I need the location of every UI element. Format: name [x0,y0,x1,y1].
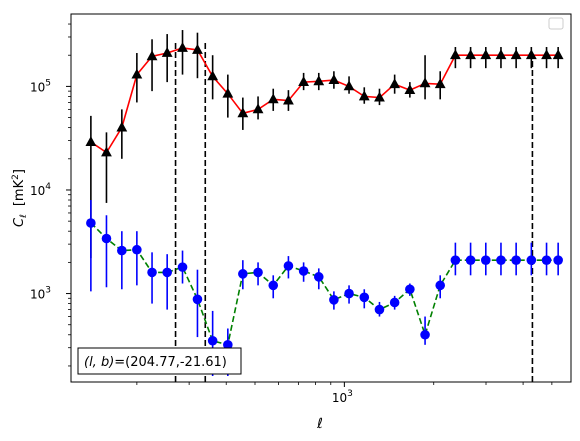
series-0-point [222,87,234,98]
series-1-point [177,262,188,272]
series-0-point [552,49,564,60]
series-0-point [343,80,355,91]
series-1-point [374,304,385,315]
y-tick-label: 103 [30,286,51,302]
y-axis-label-unit-close: ] [12,169,27,174]
series-0-point [358,90,370,101]
y-tick-label: 105 [30,78,51,94]
series-0-point [85,136,97,146]
series-0-point [465,49,476,60]
svg-text:(l, b)=(204.77,-21.61): (l, b)=(204.77,-21.61) [84,355,227,370]
x-tick-label: 103 [332,389,353,405]
y-axis-label-subscript: ℓ [19,214,29,219]
series-1-point [223,340,233,350]
series-0-point [495,49,507,60]
series-0-point [510,49,522,60]
series-0-point [404,84,416,95]
legend-box [548,17,564,30]
series-1-point [389,297,400,308]
series-1-point [268,280,279,291]
series-1-point [147,267,157,278]
series-0-point [298,76,310,87]
series-1-point [238,269,248,279]
plot-area [71,14,571,382]
series-1-point [86,218,96,228]
series-0-point [161,47,173,57]
series-0-point [313,75,325,86]
series-0-point [101,146,112,157]
series-0-point [328,74,340,85]
y-axis-label-unit-exponent: 2 [11,174,21,180]
plot-frame [70,13,572,383]
annotation-box: (l, b)=(204.77,-21.61) [77,347,242,375]
series-1-point [496,255,506,265]
series-0-point [252,103,264,114]
y-tick-label: 104 [30,182,51,198]
series-1-point [420,329,430,340]
series-1-point [313,272,324,282]
series-0-point [177,41,188,52]
series-0-point [192,43,203,54]
series-0-point [116,121,128,132]
series-0-point [419,77,431,88]
series-1-point [450,255,461,265]
series-1-point [553,255,563,265]
series-1-point [465,255,476,265]
svg-text:Cℓ[mK2]: Cℓ [mK2] [11,169,29,227]
series-1-point [511,255,521,265]
series-1-point [359,292,370,303]
annotation-lb: (l, b) [84,355,114,370]
series-0-point [374,91,385,102]
series-1-point [192,294,203,305]
x-axis-ticks: 103 [136,382,553,405]
y-axis-label-unit: [mK [12,179,27,206]
series-0-point [480,49,492,60]
series-1-point [344,288,354,299]
series-1-point [526,255,537,265]
series-1-point [298,266,309,276]
series-1-point [329,295,339,305]
series-0-point [237,107,249,118]
series-1-point [253,267,263,278]
series-0-point [207,70,219,81]
series-1-point [101,233,112,244]
series-0-point [541,49,552,60]
series-1-point [207,335,218,346]
series-group [85,30,564,376]
series-0-point [525,49,537,60]
series-1-point [480,255,491,265]
series-1-point [405,284,415,295]
y-axis-ticks: 103 104 105 [30,23,71,367]
series-0-point [283,94,294,105]
series-0-point [131,68,143,79]
series-0-point [267,93,279,104]
y-axis-label: Cℓ [mK2] [11,169,29,227]
series-0-point [389,78,401,89]
series-1-point [541,255,552,265]
series-0-point [449,49,461,60]
series-1-point [435,280,446,291]
annotation-coords: =(204.77,-21.61) [114,355,227,370]
x-axis-label: ℓ [316,416,323,432]
y-axis-label-symbol: C [12,217,27,227]
series-1-point [132,244,142,255]
series-0-point [146,50,158,61]
vertical-lines [174,40,534,382]
series-1-point [162,267,172,278]
series-1-point [283,261,294,271]
series-0-point [434,78,446,89]
series-1-point [117,245,127,256]
